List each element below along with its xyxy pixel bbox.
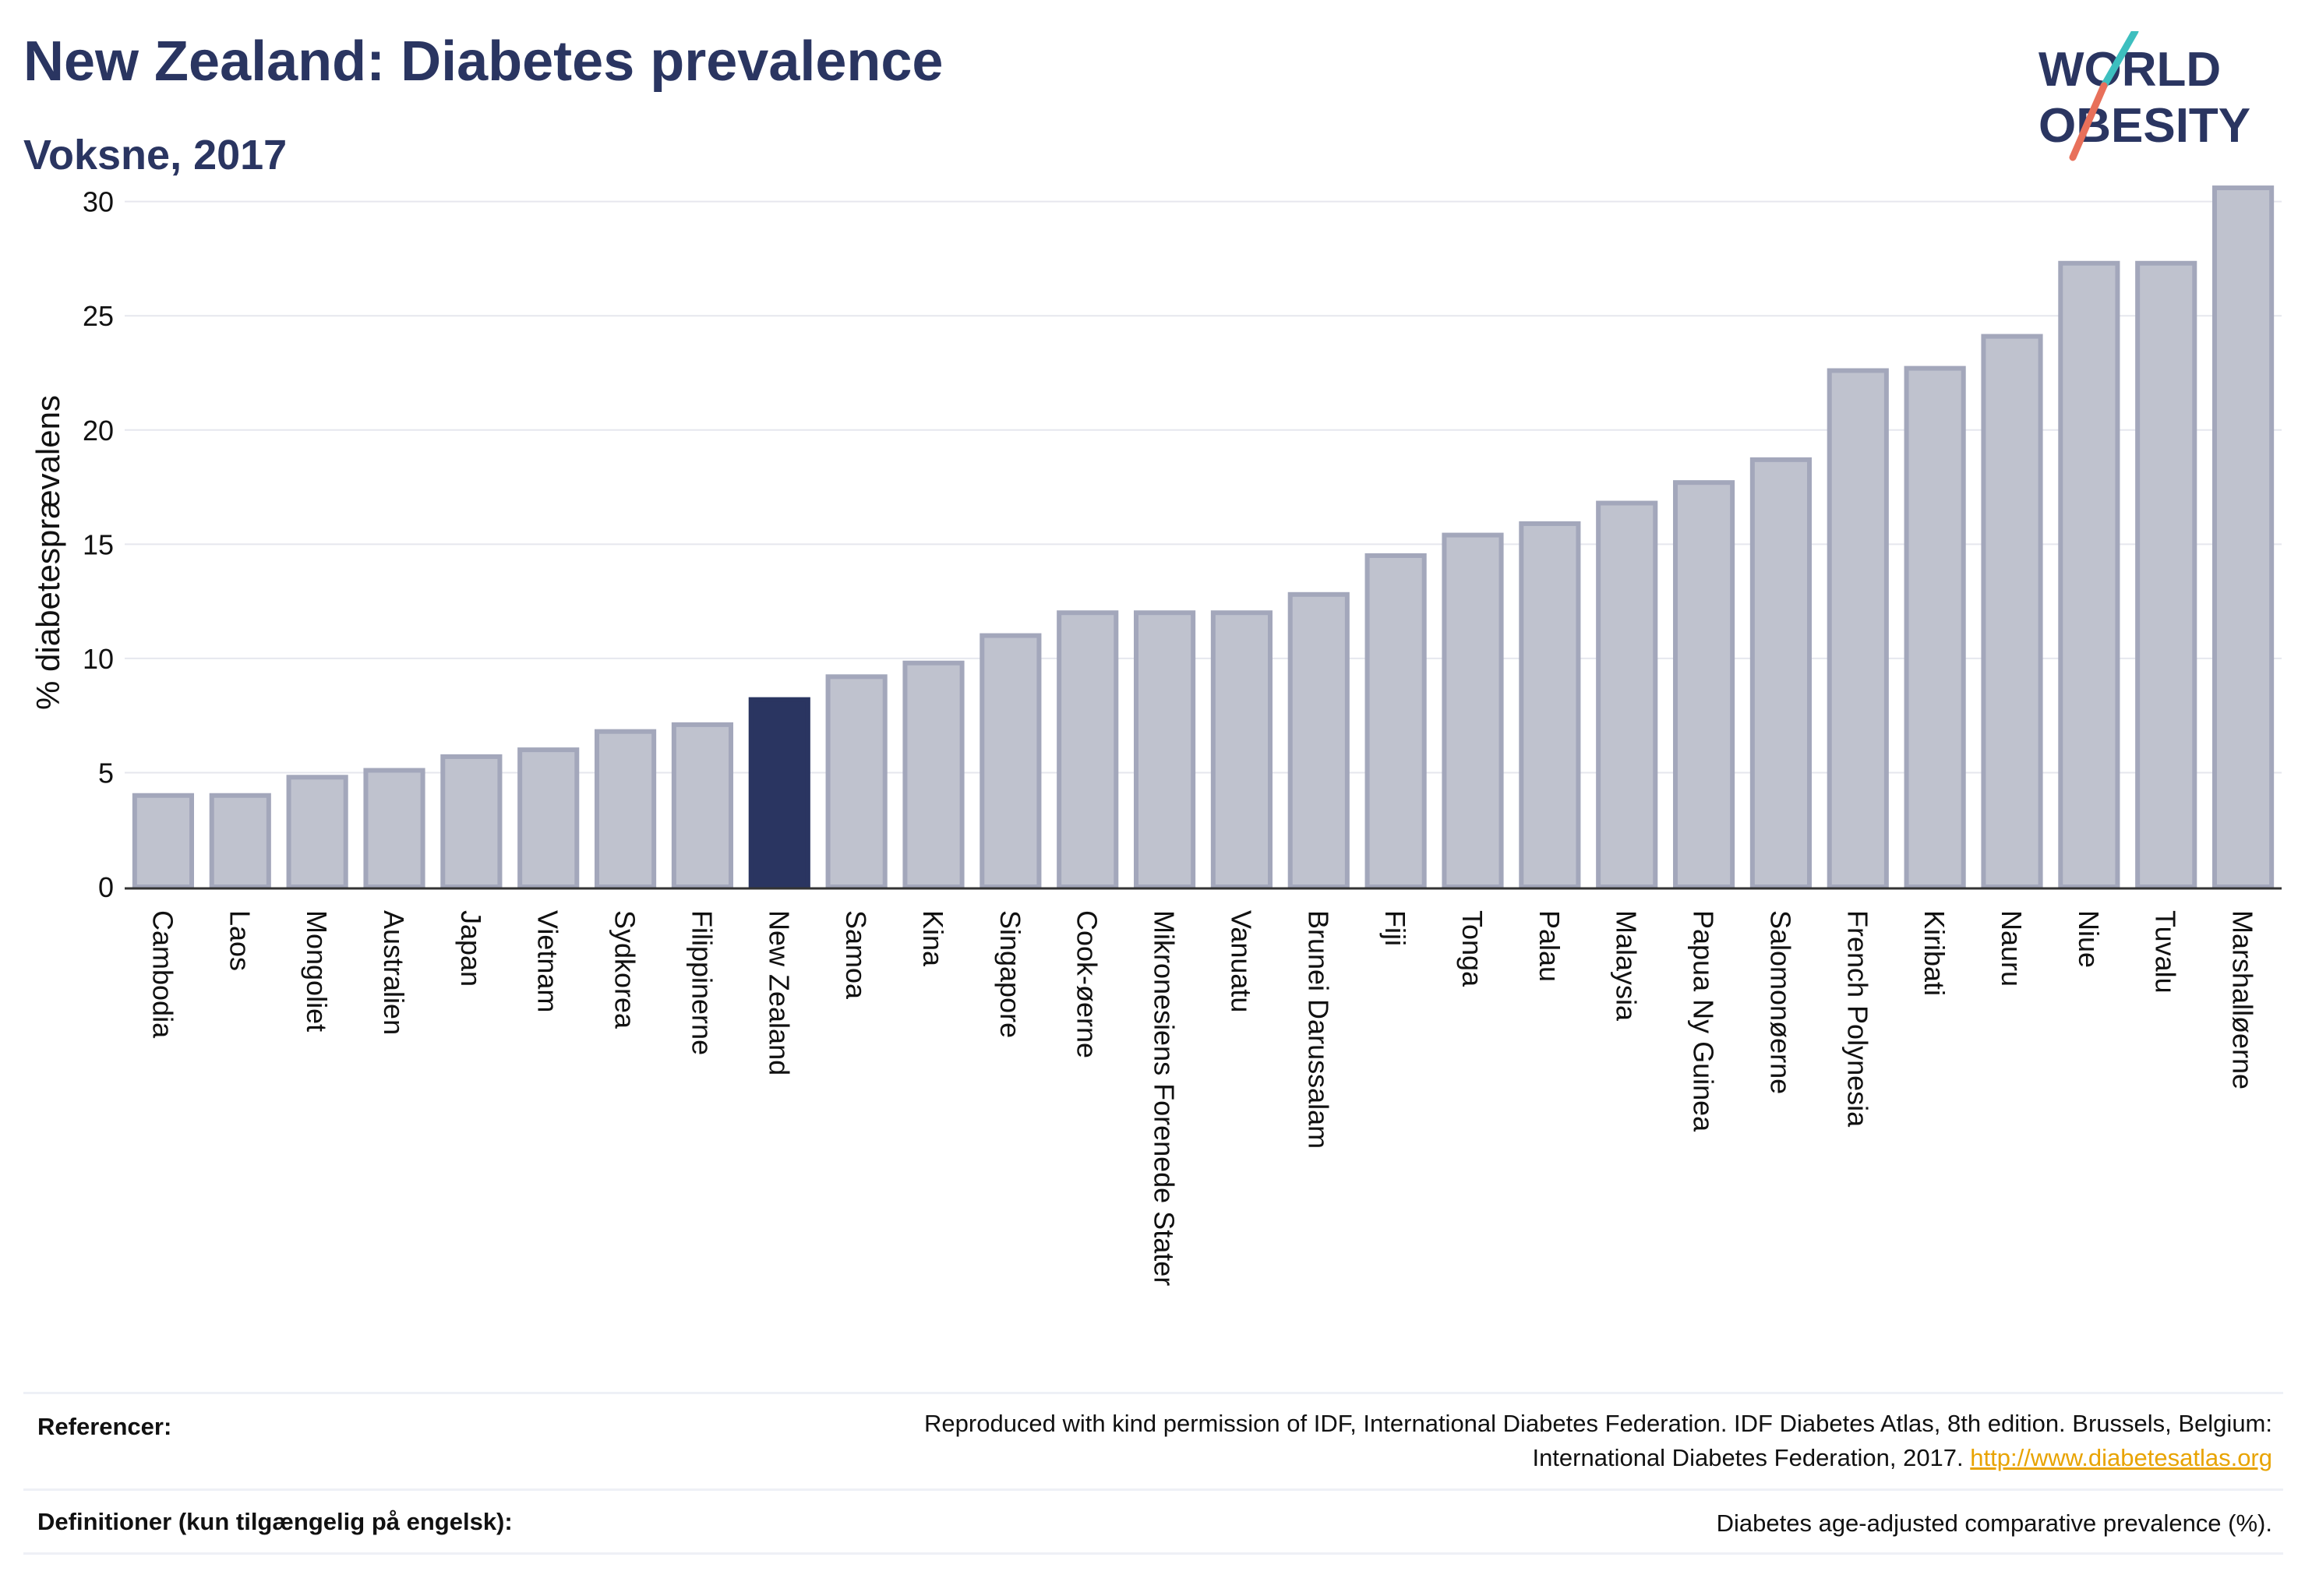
y-tick-label: 10 [83, 643, 114, 675]
bar [363, 768, 425, 889]
bar [902, 660, 965, 889]
world-obesity-logo: WORLD OBESITY [2038, 31, 2250, 161]
bar [671, 722, 734, 889]
logo-slash-teal [2100, 31, 2139, 90]
x-tick-label: Niue [2073, 910, 2105, 968]
bar [1904, 365, 1966, 889]
references-line-2-text: International Diabetes Federation, 2017. [1532, 1444, 1964, 1471]
x-tick-label: Palau [1534, 910, 1565, 982]
x-tick-label: Tuvalu [2150, 910, 2182, 994]
bar [1133, 610, 1196, 889]
y-tick-label: 15 [83, 528, 114, 560]
bar [825, 674, 888, 889]
x-tick-label: Samoa [840, 910, 872, 1000]
bar [1981, 334, 2043, 890]
x-tick-label: Vanuatu [1225, 910, 1257, 1012]
bar [2058, 260, 2120, 889]
x-tick-label: Singapore [994, 910, 1026, 1038]
x-tick-label: Salomonøerne [1764, 910, 1796, 1094]
bar [2135, 260, 2197, 889]
references-line-1: Reproduced with kind permission of IDF, … [924, 1410, 2272, 1437]
x-tick-label: Kiribati [1918, 910, 1950, 996]
x-tick-label: Kina [917, 910, 949, 967]
x-tick-label: Japan [455, 910, 487, 987]
bar [594, 729, 657, 889]
x-tick-label: Mongoliet [301, 910, 333, 1032]
chart-subtitle: Voksne, 2017 [23, 132, 288, 178]
x-tick-label: Cambodia [146, 910, 178, 1039]
x-tick-label: Australien [378, 910, 410, 1035]
y-tick-label: 30 [83, 186, 114, 218]
bar [209, 793, 271, 889]
x-tick-label: Papua Ny Guinea [1688, 910, 1720, 1132]
logo-text-obesity: OBESITY [2038, 99, 2250, 153]
y-tick-label: 0 [98, 871, 114, 903]
bar [1749, 457, 1813, 889]
bar [1827, 368, 1889, 890]
bar [1364, 553, 1427, 889]
bar-chart: 0 5 10 15 20 25 30 Cambodia Laos Mongoliet Austra… [30, 185, 2282, 1286]
references-label: Referencer: [37, 1413, 172, 1440]
x-tick-label: Brunei Darussalam [1302, 910, 1334, 1149]
x-tick-label: Mikronesiens Forenede Stater [1149, 910, 1181, 1286]
x-tick-label: Vietnam [532, 910, 564, 1012]
x-tick-label: Tonga [1456, 910, 1488, 987]
x-tick-label: French Polynesia [1841, 910, 1873, 1128]
x-tick-label: Malaysia [1611, 910, 1643, 1022]
x-tick-label: Sydkorea [609, 910, 641, 1029]
y-axis-title: % diabetesprævalens [30, 395, 66, 710]
diabetes-atlas-link[interactable]: http://www.diabetesatlas.org [1970, 1444, 2272, 1471]
definitions-label: Definitioner (kun tilgængelig på engelsk… [37, 1508, 513, 1535]
x-tick-label: Marshalløerne [2227, 910, 2259, 1089]
bar [1057, 610, 1119, 889]
definitions-text: Diabetes age-adjusted comparative preval… [1716, 1509, 2272, 1537]
logo-slash-coral [2069, 82, 2108, 161]
logo-text-world: WORLD [2038, 43, 2221, 97]
bar [1519, 521, 1581, 890]
footer-bottom-border [23, 1552, 2283, 1555]
bars [132, 185, 2275, 890]
bar [2211, 185, 2275, 890]
references-line-2: International Diabetes Federation, 2017.… [924, 1441, 2272, 1475]
bar [1672, 480, 1735, 889]
bar [1442, 532, 1504, 890]
x-tick-label: New Zealand [763, 910, 795, 1075]
references-text: Reproduced with kind permission of IDF, … [924, 1407, 2272, 1475]
x-tick-label: Cook-øerne [1071, 910, 1103, 1058]
x-tick-label: Nauru [1996, 910, 2028, 987]
chart-title: New Zealand: Diabetes prevalence [23, 30, 944, 93]
y-tick-label: 25 [83, 300, 114, 332]
bar [286, 775, 348, 889]
x-tick-label: Filippinerne [686, 910, 718, 1055]
y-tick-label: 20 [83, 415, 114, 447]
references-row: Referencer: Reproduced with kind permiss… [23, 1392, 2283, 1491]
x-axis-ticks: Cambodia Laos Mongoliet Australien Japan Viet… [146, 910, 2258, 1286]
bar [517, 747, 580, 889]
y-axis-ticks: 0 5 10 15 20 25 30 [83, 186, 114, 903]
y-tick-label: 5 [98, 757, 114, 789]
bar [132, 793, 195, 889]
x-tick-label: Fiji [1379, 910, 1411, 946]
bar [980, 633, 1042, 889]
bar [1596, 500, 1658, 889]
bar [440, 754, 503, 890]
bar [1287, 591, 1350, 889]
definitions-row: Definitioner (kun tilgængelig på engelsk… [23, 1488, 2283, 1555]
x-tick-label: Laos [224, 910, 256, 971]
bar-highlighted [748, 697, 810, 890]
bar [1210, 610, 1273, 889]
